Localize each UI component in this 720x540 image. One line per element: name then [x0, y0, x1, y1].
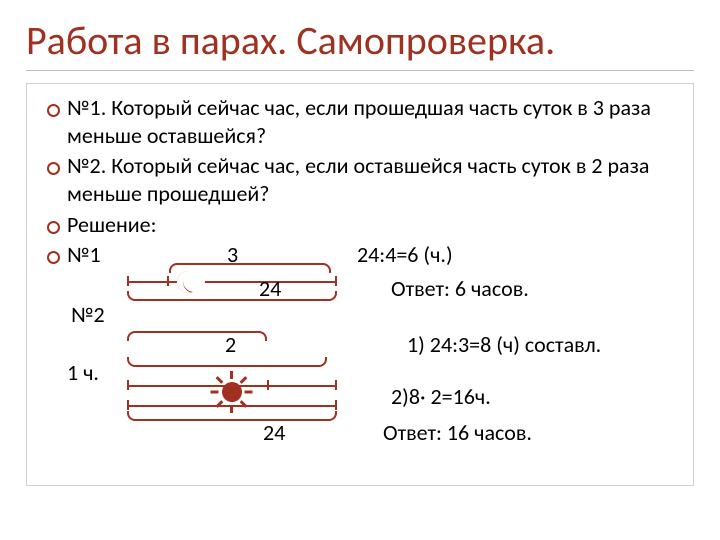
brace-small: [127, 357, 327, 367]
step-1: 1) 24:3=8 (ч) составл.: [407, 331, 601, 359]
calc-1: 24:4=6 (ч.): [357, 241, 453, 269]
bullet-item-4: №1 3 24:4=6 (ч.): [45, 241, 677, 269]
bullet-item-3: Решение:: [45, 211, 677, 239]
label-24-2: 24: [263, 419, 285, 447]
segment-2b: [127, 405, 337, 407]
moon-icon: [177, 271, 199, 293]
sun-icon: [215, 375, 249, 409]
brace-bottom-1: [127, 291, 337, 301]
diagram-area: 24 Ответ: 6 часов. №2 2 1) 24:3=8 (ч) со…: [67, 271, 677, 471]
slide-title: Работа в парах. Самопроверка.: [26, 18, 694, 71]
tick: [127, 276, 129, 286]
label-n2: №2: [71, 301, 105, 329]
tick: [335, 400, 337, 410]
content-box: №1. Который сейчас час, если прошедшая ч…: [26, 83, 694, 486]
bullet-item-2: №2. Который сейчас час, если оставшейся …: [45, 152, 677, 208]
tick: [127, 380, 129, 390]
tick: [335, 276, 337, 286]
brace-top-2: [127, 331, 267, 341]
step-2: 2)8· 2=16ч.: [391, 383, 491, 411]
bullet-item-1: №1. Который сейчас час, если прошедшая ч…: [45, 94, 677, 150]
segment-1: [127, 281, 337, 283]
answer-2: Ответ: 16 часов.: [383, 419, 532, 447]
slide: Работа в парах. Самопроверка. №1. Которы…: [0, 0, 720, 540]
tick: [267, 380, 269, 390]
brace-bottom-2: [127, 411, 337, 421]
label-1h: 1 ч.: [67, 359, 99, 387]
tick: [167, 276, 169, 286]
label-two: 2: [225, 331, 236, 359]
tick: [127, 400, 129, 410]
tick: [335, 380, 337, 390]
answer-1: Ответ: 6 часов.: [391, 275, 529, 303]
